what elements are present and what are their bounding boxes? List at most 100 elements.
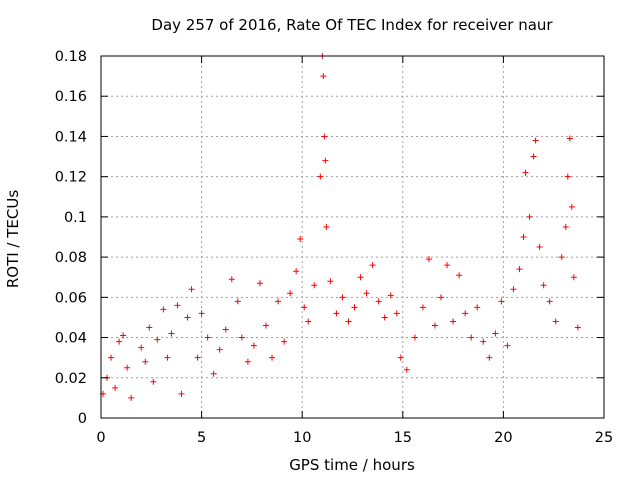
data-point xyxy=(317,173,324,180)
y-tick-labels: 0 0.02 0.04 0.06 0.08 0.1 0.12 0.14 0.16 0.18 xyxy=(55,49,87,427)
data-point xyxy=(526,213,533,220)
data-point xyxy=(281,338,288,345)
x-tick-label: 15 xyxy=(394,430,412,446)
data-point xyxy=(184,314,191,321)
data-point xyxy=(411,334,418,341)
data-point xyxy=(564,173,571,180)
data-point xyxy=(570,274,577,281)
data-point xyxy=(369,262,376,269)
data-point xyxy=(444,262,451,269)
data-point xyxy=(287,290,294,297)
data-point xyxy=(351,304,358,311)
data-point xyxy=(222,326,229,333)
data-point xyxy=(124,364,131,371)
data-point xyxy=(154,336,161,343)
data-point xyxy=(357,274,364,281)
data-point xyxy=(116,338,123,345)
data-point xyxy=(128,394,135,401)
grid-lines xyxy=(101,56,604,418)
data-point xyxy=(146,324,153,331)
x-axis-label: GPS time / hours xyxy=(289,456,415,474)
data-point xyxy=(536,244,543,251)
y-axis-label: ROTI / TECUs xyxy=(4,190,22,288)
data-point xyxy=(204,334,211,341)
y-tick-label: 0.16 xyxy=(55,89,87,105)
data-point xyxy=(456,272,463,279)
data-point xyxy=(327,278,334,285)
data-point xyxy=(345,318,352,325)
plot-frame xyxy=(100,55,605,419)
x-tick-label: 10 xyxy=(293,430,311,446)
y-tick-label: 0.12 xyxy=(55,170,87,186)
data-point xyxy=(504,342,511,349)
data-point xyxy=(198,310,205,317)
data-point xyxy=(160,306,167,313)
data-point xyxy=(322,157,329,164)
y-tick-label: 0.1 xyxy=(64,210,87,226)
data-point xyxy=(474,304,481,311)
data-point xyxy=(375,298,382,305)
chart-title: Day 257 of 2016, Rate Of TEC Index for r… xyxy=(151,16,553,34)
data-point xyxy=(275,298,282,305)
data-point xyxy=(120,332,127,339)
y-tick-label: 0.02 xyxy=(55,371,87,387)
data-point xyxy=(164,354,171,361)
data-point xyxy=(381,314,388,321)
data-point xyxy=(150,378,157,385)
data-point xyxy=(558,254,565,261)
data-point xyxy=(168,330,175,337)
data-point xyxy=(419,304,426,311)
data-point xyxy=(142,358,149,365)
data-point xyxy=(566,135,573,142)
data-point xyxy=(216,346,223,353)
data-point xyxy=(244,358,251,365)
data-point xyxy=(269,354,276,361)
data-point xyxy=(262,322,269,329)
data-point xyxy=(431,322,438,329)
data-point xyxy=(562,223,569,230)
data-point xyxy=(492,330,499,337)
data-point xyxy=(540,282,547,289)
data-point xyxy=(238,334,245,341)
data-point xyxy=(250,342,257,349)
data-point xyxy=(301,304,308,311)
axis-ticks xyxy=(100,55,605,419)
data-points xyxy=(100,53,581,401)
data-point xyxy=(468,334,475,341)
x-tick-label: 5 xyxy=(197,430,206,446)
data-point xyxy=(297,236,304,243)
x-tick-label: 0 xyxy=(96,430,105,446)
data-point xyxy=(438,294,445,301)
y-tick-label: 0.18 xyxy=(55,49,87,65)
data-point xyxy=(323,223,330,230)
data-point xyxy=(498,298,505,305)
data-point xyxy=(256,280,263,287)
x-tick-labels: 0 5 10 15 20 25 xyxy=(96,430,613,446)
data-point xyxy=(194,354,201,361)
data-point xyxy=(333,310,340,317)
data-point xyxy=(112,384,119,391)
data-point xyxy=(552,318,559,325)
data-point xyxy=(568,203,575,210)
data-point xyxy=(397,354,404,361)
data-point xyxy=(532,137,539,144)
y-tick-label: 0.14 xyxy=(55,129,87,145)
data-point xyxy=(425,256,432,263)
data-point xyxy=(293,268,300,275)
data-point xyxy=(510,286,517,293)
data-point xyxy=(234,298,241,305)
data-point xyxy=(339,294,346,301)
data-point xyxy=(178,390,185,397)
data-point xyxy=(321,133,328,140)
y-tick-label: 0.08 xyxy=(55,250,87,266)
x-tick-label: 20 xyxy=(494,430,512,446)
x-tick-label: 25 xyxy=(595,430,613,446)
data-point xyxy=(305,318,312,325)
data-point xyxy=(462,310,469,317)
data-point xyxy=(320,73,327,80)
data-point xyxy=(188,286,195,293)
data-point xyxy=(520,234,527,240)
data-point xyxy=(530,153,537,160)
data-point xyxy=(480,338,487,345)
